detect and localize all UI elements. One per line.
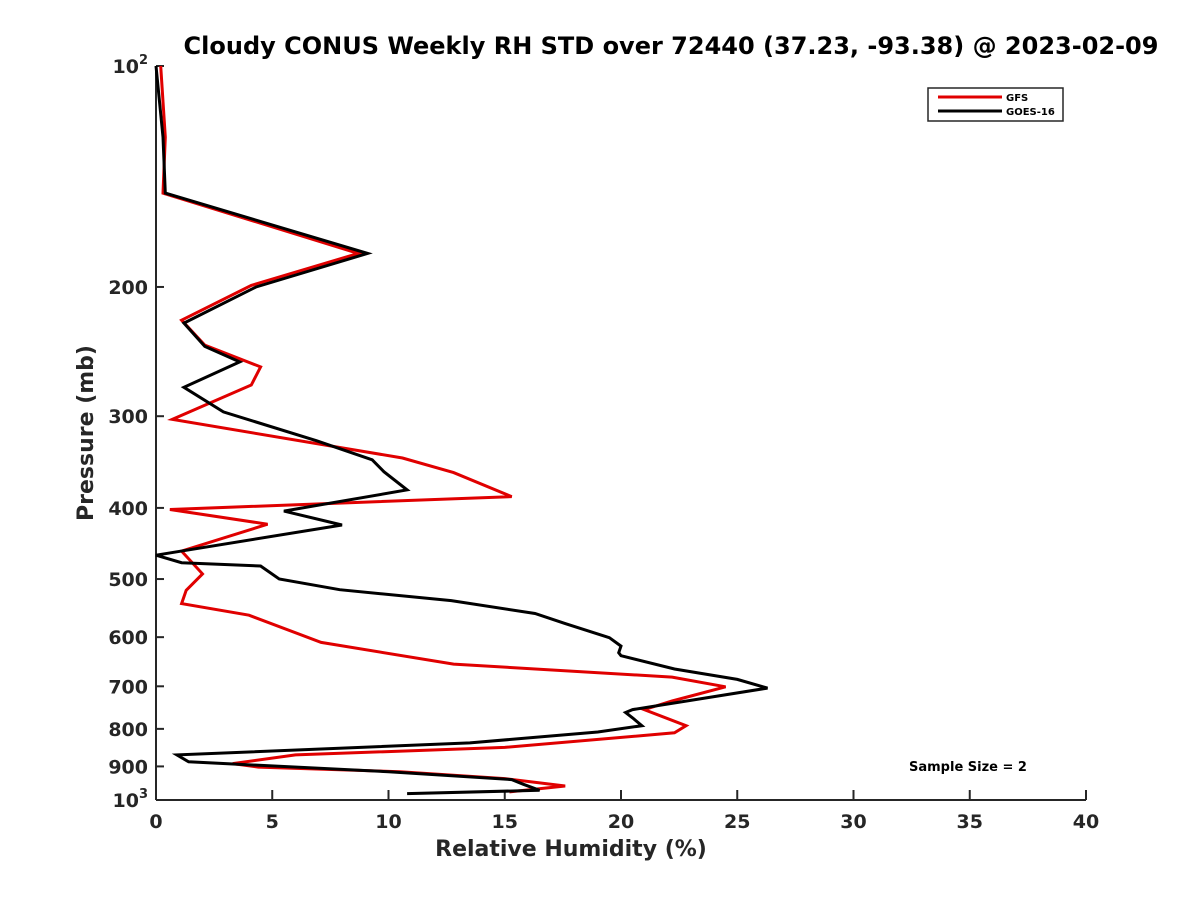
x-tick-label: 10	[375, 811, 401, 833]
y-tick-label: 900	[108, 756, 148, 778]
y-tick-label: 200	[108, 277, 148, 299]
x-tick-label: 25	[724, 811, 750, 833]
y-tick-label: 600	[108, 627, 148, 649]
y-tick-label: 400	[108, 498, 148, 520]
y-axis-label: Pressure (mb)	[74, 345, 99, 521]
sample-size-annotation: Sample Size = 2	[909, 760, 1027, 775]
y-tick-label: 800	[108, 719, 148, 741]
series-line-gfs	[159, 65, 726, 794]
y-tick-label: 700	[108, 676, 148, 698]
x-tick-label: 40	[1073, 811, 1099, 833]
legend-label: GFS	[1006, 93, 1028, 104]
legend: GFS GOES-16	[927, 87, 1064, 122]
y-tick-label: 102	[113, 53, 149, 78]
x-tick-label: 0	[149, 811, 162, 833]
x-tick-label: 30	[840, 811, 866, 833]
axes-layer: 0 5 10 15 20 25 30 35 40 102 200 300 400 500 600 700 800…	[108, 53, 1099, 833]
series-line-goes-16	[154, 65, 768, 796]
x-tick-label: 5	[266, 811, 279, 833]
legend-label: GOES-16	[1006, 107, 1055, 118]
y-tick-label: 300	[108, 406, 148, 428]
series-layer	[154, 65, 768, 796]
y-tick-label: 103	[113, 787, 149, 812]
y-tick-label: 500	[108, 569, 148, 591]
chart-title: Cloudy CONUS Weekly RH STD over 72440 (3…	[184, 32, 1159, 60]
x-tick-label: 15	[492, 811, 518, 833]
x-axis-label: Relative Humidity (%)	[435, 837, 707, 862]
x-tick-label: 20	[608, 811, 634, 833]
legend-box	[927, 87, 1064, 122]
x-tick-label: 35	[957, 811, 983, 833]
